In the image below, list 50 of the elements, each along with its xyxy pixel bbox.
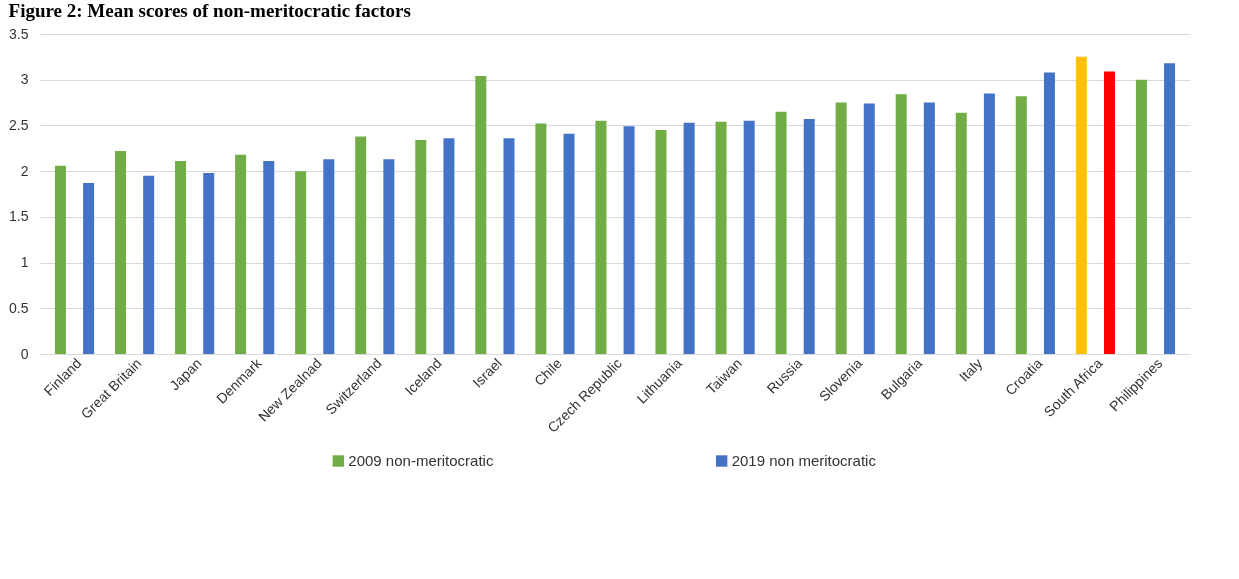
y-tick-label: 0 (20, 345, 29, 362)
y-tick-label: 0.5 (9, 299, 29, 316)
y-tick-label: 3.5 (9, 25, 29, 42)
y-tick-label: 2 (20, 162, 29, 179)
bar (54, 165, 66, 354)
bar (263, 161, 275, 354)
bar (595, 120, 607, 354)
bar (775, 111, 787, 354)
bar (743, 120, 755, 354)
bar (955, 112, 967, 354)
y-tick-label: 1.5 (9, 208, 29, 225)
bar (1135, 79, 1147, 354)
bar (655, 130, 667, 354)
bar (295, 171, 307, 354)
bar (863, 103, 875, 354)
bar (415, 140, 427, 354)
bar (923, 102, 935, 354)
bar (1043, 72, 1055, 354)
bar (323, 159, 335, 354)
bar (535, 123, 547, 354)
legend-label: 2019 non meritocratic (731, 452, 877, 469)
bar (1164, 63, 1176, 354)
chart-title: Figure 2: Mean scores of non-meritocratic factors (8, 0, 411, 21)
bar (715, 121, 727, 354)
bar (983, 93, 995, 354)
bar (623, 126, 635, 354)
legend-label: 2009 non-meritocratic (348, 452, 494, 469)
bar (503, 138, 515, 354)
y-tick-label: 1 (20, 254, 29, 271)
bar (115, 151, 127, 354)
bar (175, 161, 187, 354)
bar (475, 76, 487, 354)
bar (1075, 56, 1087, 354)
bar (835, 102, 847, 354)
bar (803, 119, 815, 354)
y-tick-label: 2.5 (9, 116, 29, 133)
bar (203, 172, 215, 354)
bar (443, 138, 455, 354)
bar (563, 133, 575, 354)
y-tick-label: 3 (20, 71, 29, 88)
x-tick-label: Italy (955, 355, 986, 385)
bar (895, 94, 907, 354)
bar (355, 136, 367, 354)
bar (83, 183, 95, 354)
bar (383, 159, 395, 354)
bar (143, 175, 155, 354)
bar (683, 122, 695, 354)
bar (1015, 96, 1027, 354)
bar (1103, 71, 1115, 354)
bar (235, 154, 247, 354)
